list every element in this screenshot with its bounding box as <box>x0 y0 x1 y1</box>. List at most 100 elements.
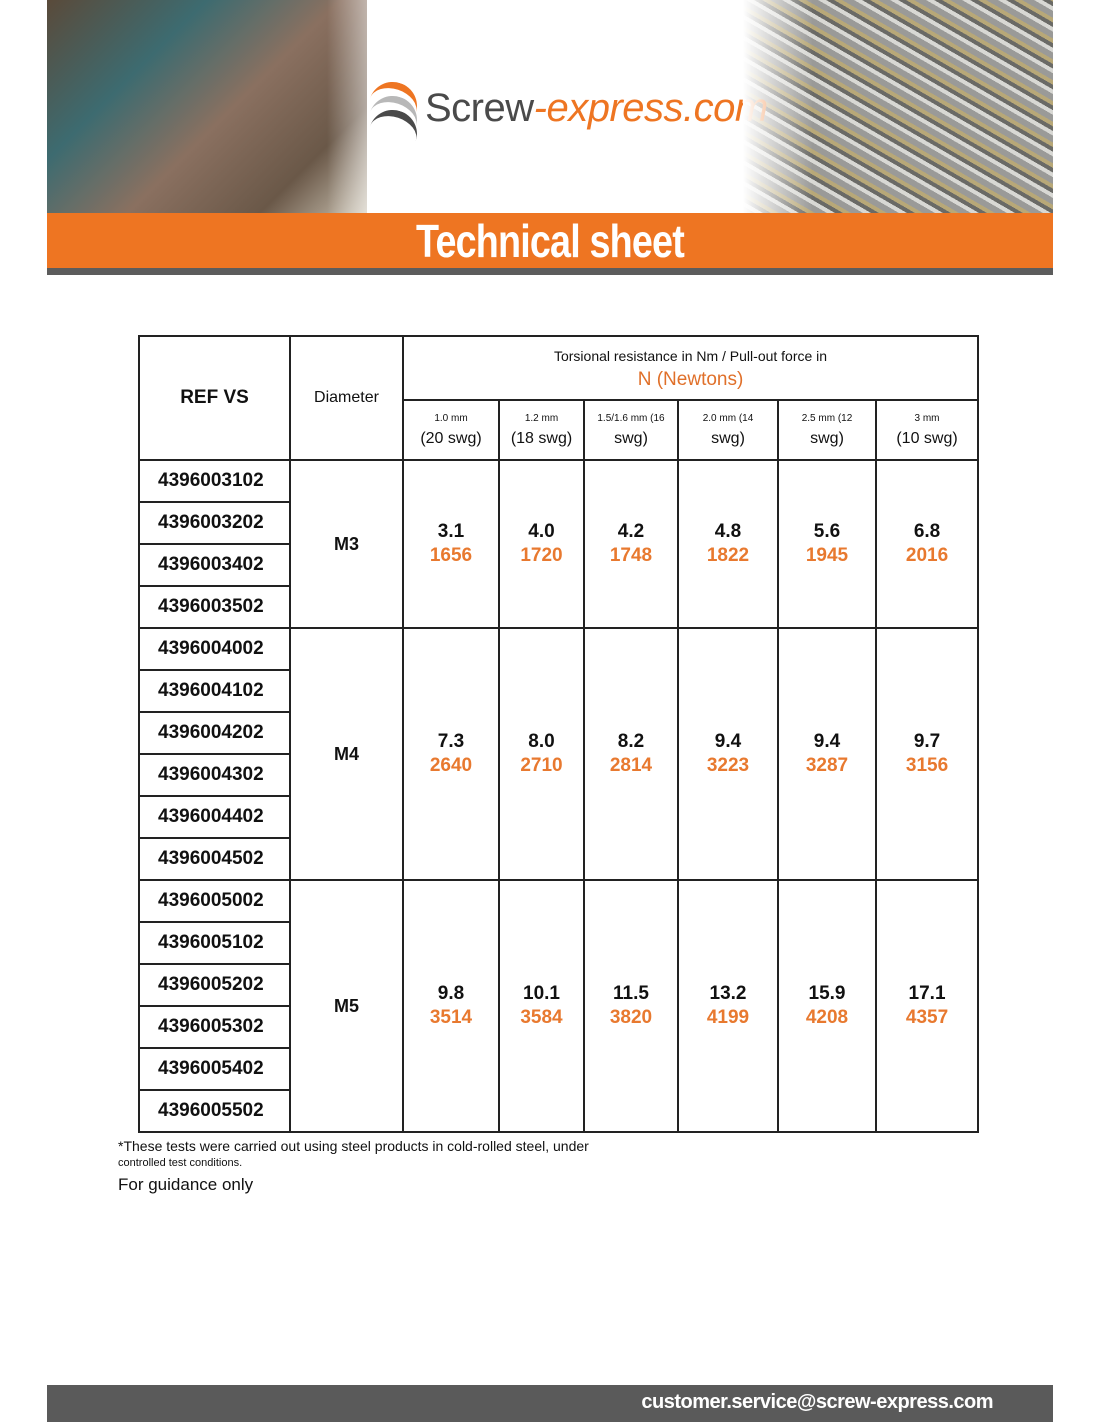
table-row: 4396003102 M3 3.1 1656 4.0 1720 4.2 1748 4.8 1822… <box>138 459 980 629</box>
group-title: Torsional resistance in Nm / Pull-out fo… <box>553 348 828 364</box>
ref-cell: 4396004502 <box>138 837 291 881</box>
group-unit: N (Newtons) <box>637 369 744 390</box>
table-row: 4396005002 M5 9.8 3514 10.1 3584 11.5 3820 13.2 4… <box>138 879 980 1133</box>
value-cell: 15.9 4208 <box>777 879 877 1133</box>
ref-cell: 4396003502 <box>138 585 291 629</box>
value-cell: 13.2 4199 <box>677 879 779 1133</box>
value-cell: 6.8 2016 <box>874 459 980 629</box>
value-cell: 9.4 3287 <box>777 627 877 881</box>
header-wood-thickness: 3 mm (10 swg) <box>874 399 980 461</box>
torsion-value: 15.9 <box>808 983 846 1004</box>
thickness-mm: 1.0 mm <box>434 413 468 424</box>
ref-cell: 4396003402 <box>138 543 291 587</box>
thickness-mm: 2.5 mm (12 <box>801 413 853 424</box>
ref-cell: 4396004302 <box>138 753 291 797</box>
header-wood-thickness: 1.5/1.6 mm (16 swg) <box>583 399 679 461</box>
thickness-swg: (10 swg) <box>896 430 958 447</box>
thickness-mm: 2.0 mm (14 <box>702 413 754 424</box>
divider <box>47 268 1053 275</box>
value-cell: 7.3 2640 <box>402 627 500 881</box>
torsion-value: 4.0 <box>528 521 555 542</box>
ref-cell: 4396004102 <box>138 669 291 713</box>
table-row: 4396005202 <box>138 963 978 1007</box>
table-row: 4396004402 <box>138 795 978 839</box>
torsion-value: 11.5 <box>613 983 649 1004</box>
pullout-value: 2016 <box>905 545 949 566</box>
table-row: 4396003402 <box>138 543 978 587</box>
ref-cell: 4396004402 <box>138 795 291 839</box>
header-group: Torsional resistance in Nm / Pull-out fo… <box>401 335 980 401</box>
footer: customer.service@screw-express.com <box>47 1385 1053 1422</box>
thickness-swg: swg) <box>614 430 648 447</box>
thickness-mm: 1.2 mm <box>524 413 559 424</box>
logo: Screw-express.com <box>362 75 769 164</box>
value-cell: 10.1 3584 <box>498 879 585 1133</box>
value-cell: 3.1 1656 <box>402 459 500 629</box>
tools-photo <box>47 0 407 213</box>
torsion-value: 7.3 <box>437 731 465 752</box>
logo-text-domain: -express.com <box>533 85 769 130</box>
torsion-value: 6.8 <box>913 521 941 542</box>
pullout-value: 3820 <box>609 1007 653 1028</box>
ref-cell: 4396005002 <box>138 879 291 923</box>
value-cell: 8.2 2814 <box>583 627 679 881</box>
value-cell: 17.1 4357 <box>874 879 980 1133</box>
value-cell: 4.0 1720 <box>498 459 585 629</box>
diameter-cell: M5 <box>289 879 404 1133</box>
value-cell: 5.6 1945 <box>777 459 877 629</box>
torsion-value: 3.1 <box>437 521 465 542</box>
pullout-value: 3287 <box>805 755 849 776</box>
table-row: 4396003202 <box>138 501 978 545</box>
torsion-value: 8.0 <box>528 731 555 752</box>
torsion-value: 5.6 <box>813 521 841 542</box>
pullout-value: 4199 <box>706 1007 750 1028</box>
thickness-mm: 3 mm <box>914 413 940 424</box>
pullout-value: 2640 <box>429 755 473 776</box>
pullout-value: 3223 <box>706 755 750 776</box>
torsion-value: 4.2 <box>617 521 645 542</box>
ref-cell: 4396003102 <box>138 459 291 503</box>
ref-cell: 4396005302 <box>138 1005 291 1049</box>
note-guidance: For guidance only <box>118 1175 254 1194</box>
thickness-swg: swg) <box>810 430 844 447</box>
table-row: 4396004002 M4 7.3 2640 8.0 2710 8.2 2814 9.4 3223… <box>138 627 980 881</box>
value-cell: 11.5 3820 <box>583 879 679 1133</box>
pullout-value: 1656 <box>429 545 473 566</box>
footer-email[interactable]: customer.service@screw-express.com <box>641 1391 993 1413</box>
screws-photo <box>743 0 1053 213</box>
title-bar: Technical sheet <box>47 213 1053 268</box>
table-row: 4396005402 <box>138 1047 978 1091</box>
logo-swoosh-icon <box>362 75 424 164</box>
torsion-value: 9.8 <box>437 983 465 1004</box>
thickness-swg: (18 swg) <box>510 430 573 447</box>
pullout-value: 1945 <box>805 545 849 566</box>
note-test-conditions: *These tests were carried out using stee… <box>118 1138 589 1154</box>
pullout-value: 3584 <box>520 1007 563 1028</box>
value-cell: 4.8 1822 <box>677 459 779 629</box>
table-row: 4396005502 <box>138 1089 978 1133</box>
diameter-cell: M4 <box>289 627 404 881</box>
ref-cell: 4396004202 <box>138 711 291 755</box>
table-row: 4396005102 <box>138 921 978 965</box>
value-cell: 9.4 3223 <box>677 627 779 881</box>
thickness-mm: 1.5/1.6 mm (16 <box>597 413 665 424</box>
value-cell: 8.0 2710 <box>498 627 585 881</box>
torsion-value: 4.8 <box>714 521 742 542</box>
pullout-value: 1822 <box>706 545 750 566</box>
ref-cell: 4396005402 <box>138 1047 291 1091</box>
torsion-value: 10.1 <box>523 983 560 1004</box>
header-banner: Screw-express.com <box>47 0 1053 213</box>
thickness-swg: (20 swg) <box>420 430 482 447</box>
header-wood-thickness: 1.2 mm (18 swg) <box>498 399 585 461</box>
header-wood-thickness: 2.0 mm (14 swg) <box>677 399 779 461</box>
torsion-value: 9.4 <box>813 731 841 752</box>
spec-table: REF VS Diameter Torsional resistance in … <box>138 335 980 1133</box>
pullout-value: 2814 <box>609 755 653 776</box>
pullout-value: 3156 <box>905 755 949 776</box>
pullout-value: 4357 <box>905 1007 949 1028</box>
notes: *These tests were carried out using stee… <box>118 1138 589 1195</box>
header-wood-thickness: 1.0 mm (20 swg) <box>402 399 500 461</box>
logo-text-brand: Screw <box>425 85 534 130</box>
header-ref: REF VS <box>138 335 291 461</box>
pullout-value: 1720 <box>520 545 563 566</box>
